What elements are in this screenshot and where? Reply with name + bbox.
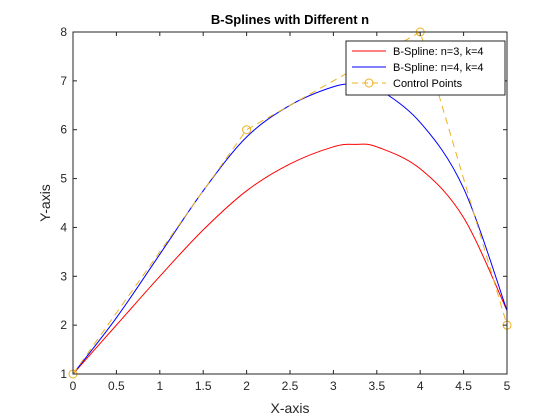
y-tick-label: 1 bbox=[60, 367, 67, 381]
legend-label: B-Spline: n=3, k=4 bbox=[393, 46, 484, 58]
x-tick-label: 4.5 bbox=[455, 379, 472, 393]
x-tick-label: 2 bbox=[243, 379, 250, 393]
y-axis-label: Y-axis bbox=[37, 184, 53, 222]
x-tick-label: 1.5 bbox=[195, 379, 212, 393]
x-tick-label: 3 bbox=[330, 379, 337, 393]
x-tick-label: 2.5 bbox=[282, 379, 299, 393]
chart-title: B-Splines with Different n bbox=[211, 12, 369, 27]
legend: B-Spline: n=3, k=4 B-Spline: n=4, k=4 Cont… bbox=[346, 41, 505, 95]
y-tick-label: 2 bbox=[60, 318, 67, 332]
x-tick-label: 0 bbox=[70, 379, 77, 393]
x-tick-label: 3.5 bbox=[368, 379, 385, 393]
x-tick-label: 1 bbox=[156, 379, 163, 393]
legend-label: B-Spline: n=4, k=4 bbox=[393, 62, 484, 74]
y-tick-label: 3 bbox=[60, 269, 67, 283]
x-axis-label: X-axis bbox=[271, 400, 310, 416]
y-tick-label: 7 bbox=[60, 74, 67, 88]
legend-label: Control Points bbox=[393, 78, 463, 90]
y-tick-label: 5 bbox=[60, 172, 67, 186]
x-tick-label: 0.5 bbox=[108, 379, 125, 393]
x-tick-label: 4 bbox=[417, 379, 424, 393]
y-tick-label: 4 bbox=[60, 220, 67, 234]
x-tick-label: 5 bbox=[504, 379, 511, 393]
y-tick-label: 8 bbox=[60, 25, 67, 39]
y-tick-label: 6 bbox=[60, 123, 67, 137]
